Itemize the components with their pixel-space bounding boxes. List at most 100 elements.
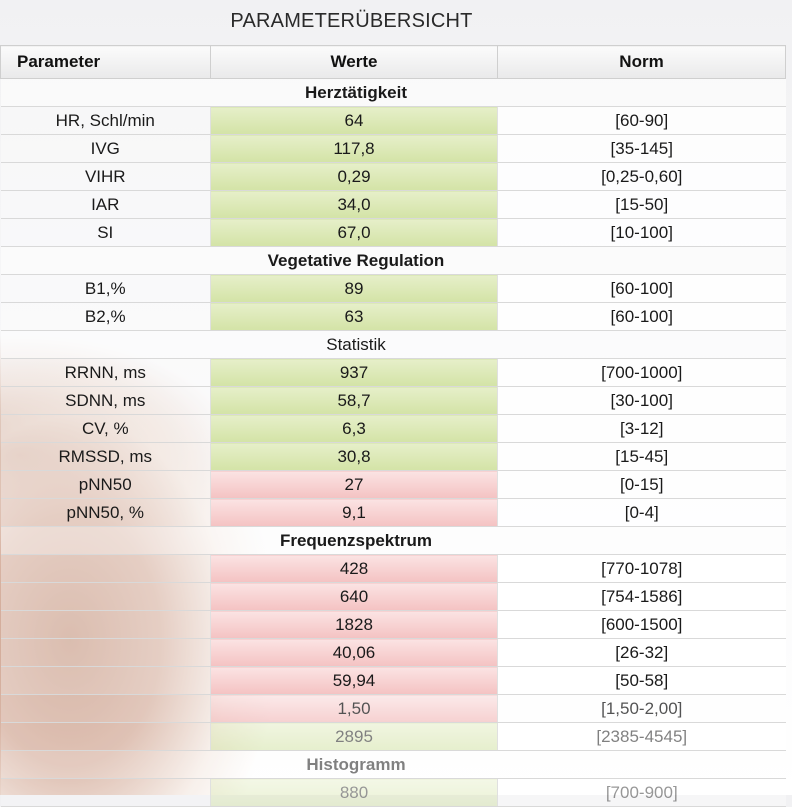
header-norm: Norm bbox=[497, 45, 786, 79]
table-row: 2895 [2385-4545] bbox=[0, 722, 786, 751]
parameter-value: 40,06 bbox=[210, 638, 498, 667]
parameter-value: 2895 bbox=[210, 722, 498, 751]
parameter-norm: [700-1000] bbox=[497, 358, 786, 387]
parameter-name bbox=[0, 694, 211, 723]
parameter-name: VIHR bbox=[0, 162, 211, 191]
parameter-value: 67,0 bbox=[210, 218, 498, 247]
table-row: HR, Schl/min 64 [60-90] bbox=[0, 106, 786, 135]
parameter-value: 880 bbox=[210, 778, 498, 807]
parameter-name: B2,% bbox=[0, 302, 211, 331]
table-row: 40,06 [26-32] bbox=[0, 638, 786, 667]
parameter-value: 640 bbox=[210, 582, 498, 611]
header-parameter: Parameter bbox=[0, 45, 211, 79]
parameter-norm: [754-1586] bbox=[497, 582, 786, 611]
section-label: Herztätigkeit bbox=[0, 78, 786, 107]
parameter-value: 117,8 bbox=[210, 134, 498, 163]
table-row: SI 67,0 [10-100] bbox=[0, 218, 786, 247]
parameter-value: 89 bbox=[210, 274, 498, 303]
parameter-norm: [15-45] bbox=[497, 442, 786, 471]
table-row: pNN50 27 [0-15] bbox=[0, 470, 786, 499]
parameter-name bbox=[0, 554, 211, 583]
parameter-norm: [600-1500] bbox=[497, 610, 786, 639]
parameter-name: SDNN, ms bbox=[0, 386, 211, 415]
parameter-name: SI bbox=[0, 218, 211, 247]
parameter-name: RMSSD, ms bbox=[0, 442, 211, 471]
parameter-table: Parameter Werte Norm Herztätigkeit HR, Sc… bbox=[0, 45, 786, 807]
parameter-norm: [26-32] bbox=[497, 638, 786, 667]
parameter-name bbox=[0, 638, 211, 667]
parameter-value: 1828 bbox=[210, 610, 498, 639]
table-body: Herztätigkeit HR, Schl/min 64 [60-90] IVG 117… bbox=[0, 78, 786, 807]
page-title: PARAMETERÜBERSICHT bbox=[230, 10, 473, 32]
parameter-norm: [10-100] bbox=[497, 218, 786, 247]
parameter-name: pNN50 bbox=[0, 470, 211, 499]
parameter-name bbox=[0, 778, 211, 807]
parameter-value: 1,50 bbox=[210, 694, 498, 723]
section-row: Frequenzspektrum bbox=[0, 526, 786, 555]
parameter-name bbox=[0, 610, 211, 639]
section-label: Statistik bbox=[0, 330, 786, 359]
parameter-norm: [15-50] bbox=[497, 190, 786, 219]
parameter-name: pNN50, % bbox=[0, 498, 211, 527]
parameter-name: B1,% bbox=[0, 274, 211, 303]
parameter-name: CV, % bbox=[0, 414, 211, 443]
table-row: 428 [770-1078] bbox=[0, 554, 786, 583]
table-row: 880 [700-900] bbox=[0, 778, 786, 807]
parameter-value: 0,29 bbox=[210, 162, 498, 191]
table-row: CV, % 6,3 [3-12] bbox=[0, 414, 786, 443]
parameter-value: 30,8 bbox=[210, 442, 498, 471]
parameter-name: IVG bbox=[0, 134, 211, 163]
parameter-value: 937 bbox=[210, 358, 498, 387]
section-row: Herztätigkeit bbox=[0, 78, 786, 107]
table-row: 1,50 [1,50-2,00] bbox=[0, 694, 786, 723]
parameter-norm: [3-12] bbox=[497, 414, 786, 443]
parameter-value: 34,0 bbox=[210, 190, 498, 219]
parameter-norm: [0,25-0,60] bbox=[497, 162, 786, 191]
section-label: Frequenzspektrum bbox=[0, 526, 786, 555]
table-row: 640 [754-1586] bbox=[0, 582, 786, 611]
header-values: Werte bbox=[210, 45, 498, 79]
parameter-norm: [0-15] bbox=[497, 470, 786, 499]
section-row: Statistik bbox=[0, 330, 786, 359]
parameter-value: 63 bbox=[210, 302, 498, 331]
parameter-norm: [30-100] bbox=[497, 386, 786, 415]
table-row: RMSSD, ms 30,8 [15-45] bbox=[0, 442, 786, 471]
table-row: SDNN, ms 58,7 [30-100] bbox=[0, 386, 786, 415]
parameter-norm: [60-100] bbox=[497, 274, 786, 303]
parameter-name bbox=[0, 582, 211, 611]
parameter-name: IAR bbox=[0, 190, 211, 219]
parameter-value: 9,1 bbox=[210, 498, 498, 527]
parameter-name bbox=[0, 722, 211, 751]
parameter-value: 58,7 bbox=[210, 386, 498, 415]
parameter-norm: [770-1078] bbox=[497, 554, 786, 583]
parameter-norm: [60-100] bbox=[497, 302, 786, 331]
table-row: VIHR 0,29 [0,25-0,60] bbox=[0, 162, 786, 191]
table-row: IVG 117,8 [35-145] bbox=[0, 134, 786, 163]
parameter-norm: [700-900] bbox=[497, 778, 786, 807]
section-label: Histogramm bbox=[0, 750, 786, 779]
parameter-norm: [0-4] bbox=[497, 498, 786, 527]
parameter-norm: [1,50-2,00] bbox=[497, 694, 786, 723]
parameter-value: 59,94 bbox=[210, 666, 498, 695]
parameter-name: HR, Schl/min bbox=[0, 106, 211, 135]
section-label: Vegetative Regulation bbox=[0, 246, 786, 275]
parameter-name: RRNN, ms bbox=[0, 358, 211, 387]
table-row: pNN50, % 9,1 [0-4] bbox=[0, 498, 786, 527]
parameter-value: 64 bbox=[210, 106, 498, 135]
table-row: B1,% 89 [60-100] bbox=[0, 274, 786, 303]
parameter-value: 27 bbox=[210, 470, 498, 499]
parameter-norm: [50-58] bbox=[497, 666, 786, 695]
parameter-name bbox=[0, 666, 211, 695]
table-header-row: Parameter Werte Norm bbox=[0, 45, 786, 79]
table-row: RRNN, ms 937 [700-1000] bbox=[0, 358, 786, 387]
table-row: B2,% 63 [60-100] bbox=[0, 302, 786, 331]
table-row: IAR 34,0 [15-50] bbox=[0, 190, 786, 219]
table-row: 59,94 [50-58] bbox=[0, 666, 786, 695]
parameter-value: 428 bbox=[210, 554, 498, 583]
parameter-norm: [60-90] bbox=[497, 106, 786, 135]
section-row: Vegetative Regulation bbox=[0, 246, 786, 275]
parameter-value: 6,3 bbox=[210, 414, 498, 443]
table-row: 1828 [600-1500] bbox=[0, 610, 786, 639]
section-row: Histogramm bbox=[0, 750, 786, 779]
parameter-norm: [2385-4545] bbox=[497, 722, 786, 751]
